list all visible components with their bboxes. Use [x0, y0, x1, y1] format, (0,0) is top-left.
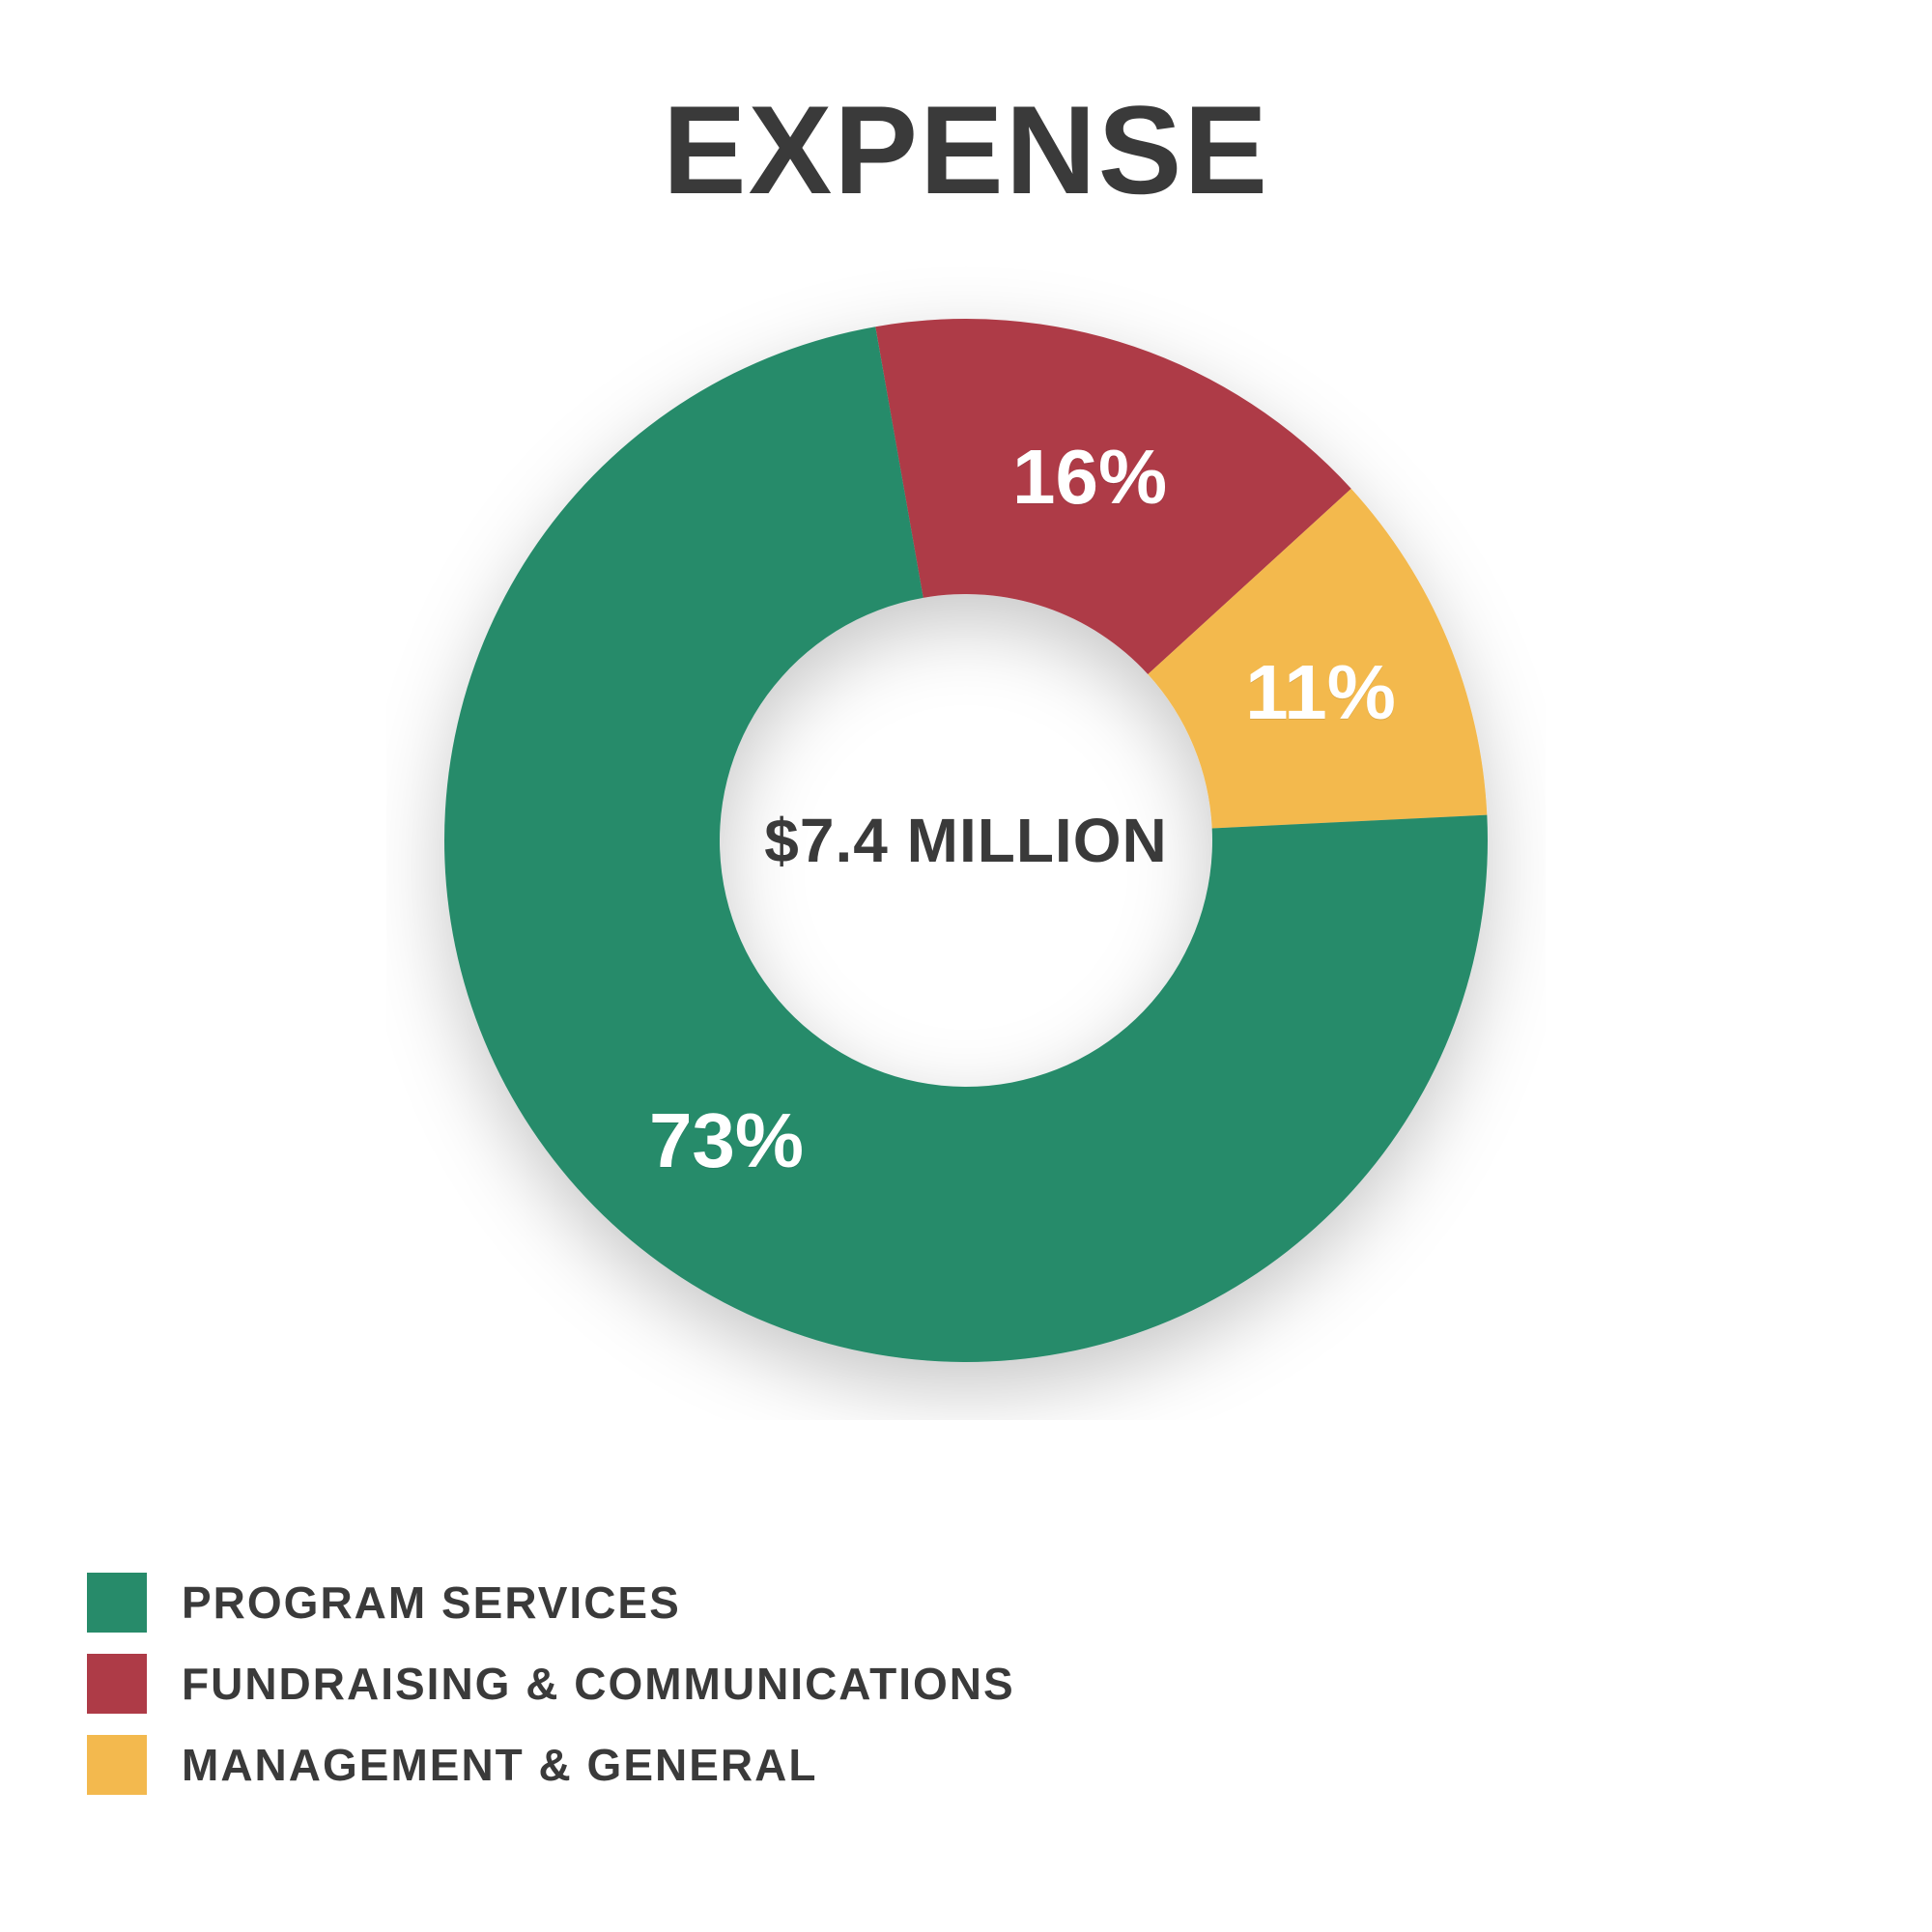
- legend-label-program: PROGRAM SERVICES: [182, 1577, 681, 1629]
- legend-label-fundraising: FUNDRAISING & COMMUNICATIONS: [182, 1658, 1015, 1710]
- expense-chart-page: EXPENSE $7.4 MILLION 16% 11% 73% PROGRAM S…: [0, 0, 1932, 1932]
- chart-title: EXPENSE: [77, 77, 1855, 222]
- chart-wrap: $7.4 MILLION 16% 11% 73%: [77, 261, 1855, 1420]
- legend-swatch-management: [87, 1735, 147, 1795]
- slice-label-fundraising: 16%: [1012, 433, 1167, 522]
- legend: PROGRAM SERVICES FUNDRAISING & COMMUNICAT…: [87, 1551, 1015, 1816]
- legend-item-fundraising: FUNDRAISING & COMMUNICATIONS: [87, 1654, 1015, 1714]
- legend-item-program: PROGRAM SERVICES: [87, 1573, 1015, 1633]
- legend-item-management: MANAGEMENT & GENERAL: [87, 1735, 1015, 1795]
- legend-swatch-program: [87, 1573, 147, 1633]
- donut-chart: $7.4 MILLION 16% 11% 73%: [386, 261, 1546, 1420]
- slice-label-program: 73%: [649, 1096, 804, 1185]
- legend-swatch-fundraising: [87, 1654, 147, 1714]
- donut-center-label: $7.4 MILLION: [764, 805, 1167, 876]
- legend-label-management: MANAGEMENT & GENERAL: [182, 1739, 817, 1791]
- slice-label-management: 11%: [1245, 648, 1396, 737]
